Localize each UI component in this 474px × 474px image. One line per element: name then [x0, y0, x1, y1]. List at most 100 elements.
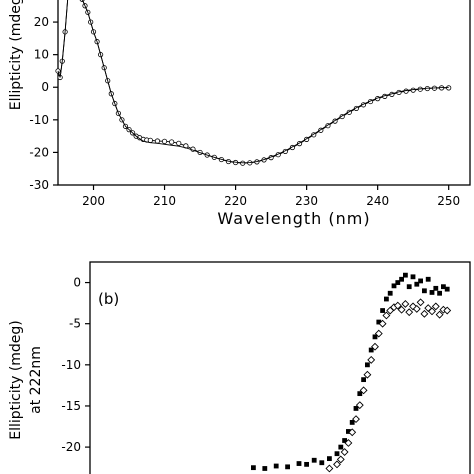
- data-point: [285, 464, 290, 470]
- panel-b-plot-frame: [89, 261, 471, 474]
- data-point: [443, 306, 452, 315]
- panel-b-label: (b): [98, 290, 119, 308]
- data-point: [380, 308, 385, 313]
- data-point: [296, 461, 302, 466]
- series-open-diamond: [325, 298, 452, 473]
- data-point: [333, 460, 341, 469]
- data-point: [403, 272, 408, 278]
- data-point: [428, 307, 436, 316]
- data-point: [418, 278, 423, 284]
- panel-b-series: [251, 272, 452, 473]
- x-tick-label: 200: [82, 194, 105, 208]
- data-point: [399, 276, 404, 282]
- panel-a-plot-frame: [57, 0, 471, 186]
- data-point: [441, 284, 446, 290]
- data-point: [357, 391, 363, 397]
- data-point: [365, 362, 370, 368]
- data-point: [374, 329, 383, 338]
- y-tick-label: -15: [61, 399, 81, 413]
- data-point: [251, 465, 256, 471]
- data-point: [425, 276, 431, 282]
- data-point: [154, 138, 161, 144]
- series-line: [57, 0, 449, 164]
- y-tick-label: 0: [41, 80, 49, 94]
- data-point: [410, 274, 416, 280]
- data-point: [273, 463, 279, 469]
- y-tick-label: 0: [73, 276, 81, 290]
- data-point: [431, 302, 440, 311]
- y-tick-label: -20: [29, 145, 49, 159]
- series-filled-square: [251, 272, 450, 471]
- panel-a-x-axis-label: Wavelength (nm): [217, 209, 370, 228]
- data-point: [353, 406, 359, 411]
- data-point: [378, 319, 387, 328]
- panel-a-series: [55, 0, 452, 166]
- data-point: [372, 334, 378, 340]
- data-point: [359, 386, 368, 395]
- data-point: [391, 283, 397, 289]
- data-point: [348, 428, 357, 437]
- data-point: [176, 140, 182, 146]
- data-point: [334, 451, 340, 457]
- data-point: [387, 290, 393, 296]
- data-point: [319, 460, 325, 466]
- y-tick-label: -5: [69, 317, 81, 331]
- data-point: [262, 466, 268, 471]
- data-point: [342, 438, 347, 443]
- panel-b: 0 -5 -10 -15 -20 Ellipticity (mdeg) at 222nm…: [8, 261, 471, 474]
- data-point: [371, 342, 379, 351]
- panel-b-y-axis-label-line-2: at 222nm: [28, 346, 44, 414]
- x-tick-label: 230: [295, 194, 318, 208]
- panel-b-y-axis-label-line-1: Ellipticity (mdeg): [8, 320, 24, 440]
- data-point: [363, 370, 372, 379]
- y-tick-label: 10: [34, 48, 49, 62]
- data-point: [355, 401, 364, 410]
- data-point: [397, 305, 406, 314]
- data-point: [325, 464, 334, 473]
- y-tick-label: -20: [61, 440, 81, 454]
- data-point: [429, 290, 435, 295]
- data-point: [384, 296, 389, 302]
- data-point: [422, 288, 427, 294]
- panel-a: -30 -20 -10 0 10 20 200 210 220 230 240 250 Ellipt…: [8, 0, 471, 228]
- data-point: [416, 298, 425, 307]
- data-point: [304, 461, 309, 467]
- data-point: [368, 347, 374, 353]
- series-line: [57, 0, 449, 164]
- data-point: [311, 457, 317, 463]
- data-point: [401, 300, 410, 308]
- data-point: [346, 429, 351, 434]
- data-point: [382, 311, 391, 320]
- data-point: [349, 420, 355, 425]
- x-tick-label: 210: [153, 194, 176, 208]
- y-tick-label: -30: [29, 178, 49, 192]
- x-tick-label: 250: [437, 194, 460, 208]
- data-point: [420, 309, 429, 318]
- y-tick-label: -10: [29, 113, 49, 127]
- data-point: [361, 377, 366, 383]
- data-point: [393, 301, 402, 310]
- data-point: [327, 456, 332, 462]
- data-point: [376, 319, 382, 325]
- data-point: [338, 444, 344, 450]
- data-point: [336, 455, 345, 464]
- data-point: [406, 284, 412, 290]
- x-tick-label: 240: [366, 194, 389, 208]
- data-point: [367, 355, 376, 364]
- data-point: [414, 281, 420, 287]
- data-point: [437, 290, 442, 296]
- data-point: [344, 439, 353, 447]
- data-point: [169, 139, 175, 145]
- panel-b-y-axis: 0 -5 -10 -15 -20: [61, 276, 90, 454]
- data-point: [412, 304, 421, 313]
- data-point: [405, 308, 414, 317]
- series-filled-square: [57, 0, 449, 164]
- x-tick-label: 220: [224, 194, 247, 208]
- panel-a-y-axis: -30 -20 -10 0 10 20: [29, 15, 58, 192]
- panel-a-x-axis: 200 210 220 230 240 250: [82, 185, 460, 208]
- panel-a-y-axis-label: Ellipticity (mdeg): [8, 0, 24, 110]
- y-tick-label: -10: [61, 358, 81, 372]
- data-point: [161, 138, 168, 144]
- data-point: [147, 137, 153, 143]
